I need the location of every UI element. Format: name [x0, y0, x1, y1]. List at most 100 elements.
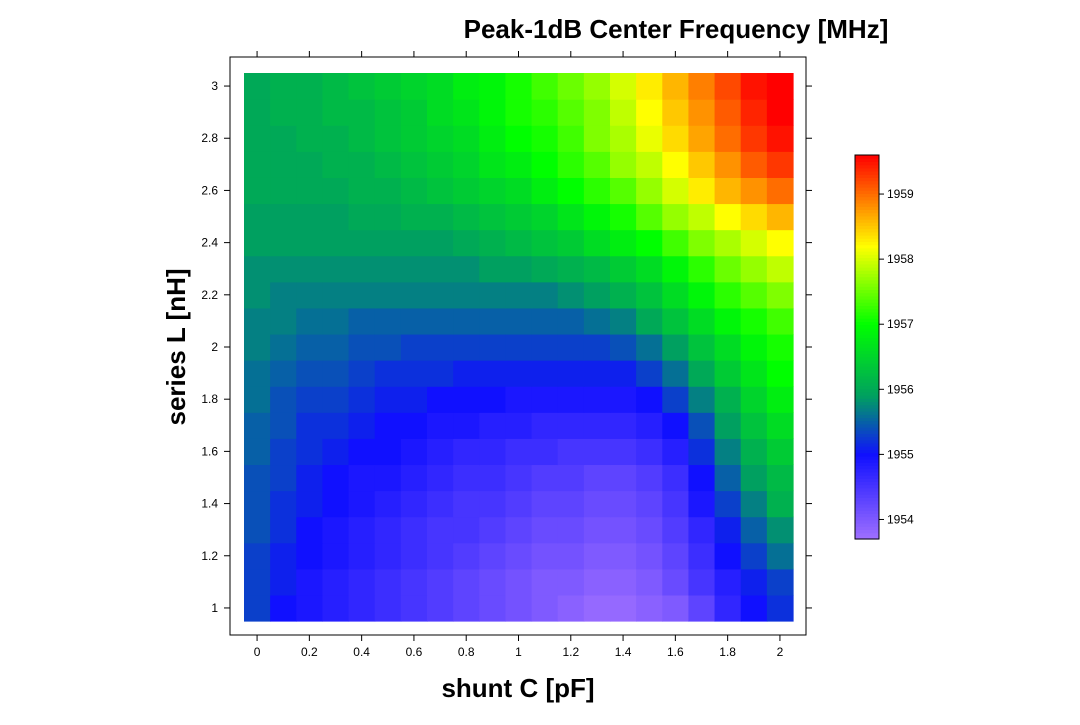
heatmap-cell [453, 568, 480, 596]
heatmap-cell [531, 542, 559, 570]
colorbar-segment [855, 295, 879, 300]
heatmap-cell [766, 307, 794, 335]
heatmap-cell [427, 73, 454, 100]
heatmap-cell [296, 542, 324, 570]
y-tick-label: 1 [211, 601, 218, 615]
colorbar-segment [855, 363, 879, 367]
heatmap-cell [531, 125, 559, 152]
heatmap-cell [479, 542, 507, 570]
heatmap-cell [322, 281, 350, 309]
heatmap-cell [714, 73, 742, 100]
heatmap-cell [479, 594, 507, 622]
heatmap-cell [348, 438, 376, 466]
colorbar-segment [855, 446, 879, 450]
heatmap-cell [322, 516, 350, 544]
heatmap-cell [688, 464, 716, 492]
heatmap-cell [374, 412, 402, 439]
heatmap-cell [583, 73, 611, 100]
heatmap-cell [453, 229, 480, 257]
heatmap-cell [636, 255, 663, 283]
heatmap-cell [322, 151, 350, 178]
heatmap-cell [400, 281, 428, 309]
heatmap-cell [766, 490, 794, 518]
heatmap-cell [296, 177, 324, 205]
heatmap-cell [740, 73, 768, 100]
colorbar-segment [855, 222, 879, 226]
heatmap-cell [244, 412, 271, 439]
heatmap-cell [610, 307, 637, 335]
heatmap-cell [662, 386, 690, 413]
heatmap-cell [688, 360, 716, 387]
heatmap-cell [400, 594, 428, 622]
heatmap-cell [270, 360, 297, 387]
y-tick-label: 2.2 [201, 288, 218, 302]
colorbar-segment [855, 532, 879, 537]
heatmap-cell [453, 594, 480, 622]
colorbar-segment [855, 350, 879, 354]
heatmap-cell [610, 594, 637, 622]
colorbar-segment [855, 187, 879, 191]
heatmap-cell [557, 464, 585, 492]
heatmap-cell [662, 73, 690, 100]
colorbar-segment [855, 535, 879, 540]
colorbar-segment [855, 321, 879, 326]
colorbar-segment [855, 465, 879, 470]
colorbar-segment [855, 449, 879, 454]
colorbar-segment [855, 359, 879, 364]
heatmap-cell [740, 255, 768, 283]
heatmap-cell [453, 516, 480, 544]
colorbar-segment [855, 263, 879, 268]
heatmap-cell [740, 229, 768, 257]
colorbar-segment [855, 510, 879, 514]
colorbar-tick-label: 1958 [887, 252, 914, 266]
heatmap-cell [714, 490, 742, 518]
heatmap-cell [322, 490, 350, 518]
heatmap-cell [636, 99, 663, 126]
heatmap-cell [740, 594, 768, 622]
heatmap-cell [244, 360, 271, 387]
heatmap-cell [714, 203, 742, 231]
heatmap-cell [766, 281, 794, 309]
heatmap-cell [740, 151, 768, 178]
heatmap-cell [714, 438, 742, 466]
heatmap-cell [400, 255, 428, 283]
heatmap-cell [662, 360, 690, 387]
heatmap-cell [374, 333, 402, 361]
heatmap-cell [505, 438, 533, 466]
heatmap-cell [740, 412, 768, 439]
colorbar-segment [855, 404, 879, 409]
heatmap-cell [636, 177, 663, 205]
heatmap-cell [766, 203, 794, 231]
heatmap-cell [479, 151, 507, 178]
heatmap-cell [270, 386, 297, 413]
colorbar-segment [855, 523, 879, 527]
heatmap-cell [453, 542, 480, 570]
colorbar-segment [855, 494, 879, 498]
heatmap-cell [583, 255, 611, 283]
heatmap-cell [400, 203, 428, 231]
heatmap-cell [453, 412, 480, 439]
x-tick-label: 1.4 [615, 645, 632, 659]
heatmap-cell [557, 490, 585, 518]
heatmap-cell [453, 125, 480, 152]
colorbar-segment [855, 407, 879, 412]
heatmap-cell [270, 568, 297, 596]
heatmap-cell [479, 568, 507, 596]
heatmap-cell [505, 333, 533, 361]
heatmap-cell [427, 516, 454, 544]
colorbar-segment [855, 231, 879, 236]
heatmap-cell [557, 568, 585, 596]
heatmap-cell [688, 516, 716, 544]
heatmap-cell [244, 307, 271, 335]
heatmap-cell [636, 594, 663, 622]
heatmap-cell [270, 99, 297, 126]
heatmap-cell [348, 386, 376, 413]
heatmap-cell [531, 255, 559, 283]
heatmap-cell [531, 177, 559, 205]
x-tick-label: 1.8 [719, 645, 736, 659]
heatmap-cell [322, 594, 350, 622]
heatmap-cell [531, 203, 559, 231]
colorbar-segment [855, 199, 879, 204]
colorbar-segment [855, 519, 879, 524]
